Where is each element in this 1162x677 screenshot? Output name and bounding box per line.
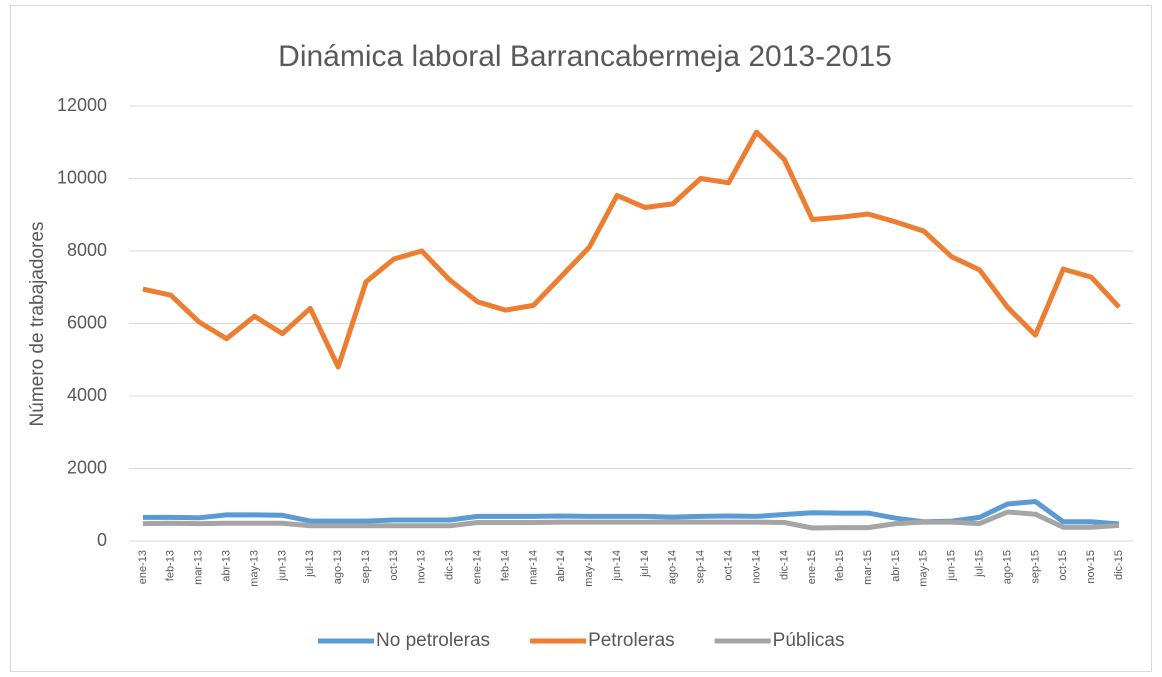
x-tick-label: dic-13 [444,550,456,580]
y-tick-label: 4000 [67,385,107,405]
x-tick-label: jul-13 [304,550,316,578]
x-tick-label: may-15 [918,550,930,587]
x-tick-label: may-14 [583,550,595,587]
legend-label: Públicas [773,630,845,651]
legend-label: Petroleras [588,630,675,651]
x-tick-label: ago-14 [667,550,679,584]
y-tick-label: 6000 [67,312,107,332]
x-tick-label: jun-14 [611,550,623,582]
x-tick-label: mar-13 [193,550,205,585]
legend-label: No petroleras [376,630,490,651]
x-tick-label: ene-14 [472,550,484,584]
x-tick-label: abr-13 [221,550,233,582]
x-tick-label: feb-15 [834,550,846,581]
x-tick-label: ago-15 [1001,550,1013,584]
series-line [142,129,1121,370]
x-tick-label: dic-14 [778,550,790,580]
x-tick-label: ene-15 [806,550,818,584]
x-tick-label: mar-14 [527,550,539,585]
x-tick-label: sep-13 [360,550,372,584]
x-tick-label: dic-15 [1113,550,1125,580]
x-tick-label: nov-14 [750,550,762,584]
x-tick-label: nov-13 [416,550,428,584]
y-axis-label: Número de trabajadores [27,222,48,427]
x-tick-label: ago-13 [332,550,344,584]
x-tick-label: may-13 [248,550,260,587]
y-tick-label: 0 [97,530,107,550]
x-tick-label: feb-14 [499,550,511,581]
x-tick-label: oct-15 [1057,550,1069,581]
y-tick-label: 8000 [67,240,107,260]
x-tick-label: oct-14 [723,550,735,581]
chart-title: Dinámica laboral Barrancabermeja 2013-20… [278,40,892,73]
x-tick-label: feb-13 [165,550,177,581]
x-tick-label: abr-15 [890,550,902,582]
x-tick-label: sep-15 [1029,550,1041,584]
x-tick-label: sep-14 [695,550,707,584]
x-tick-label: mar-15 [862,550,874,585]
x-tick-label: ene-13 [137,550,149,584]
x-tick-label: abr-14 [555,550,567,582]
series-line [142,509,1120,531]
x-tick-label: nov-15 [1085,550,1097,584]
x-tick-label: jun-15 [946,550,958,582]
x-tick-label: jul-15 [974,550,986,578]
y-tick-label: 2000 [67,457,107,477]
chart-border [10,5,1152,672]
y-tick-label: 12000 [57,95,107,115]
y-tick-label: 10000 [57,167,107,187]
x-tick-label: jun-13 [276,550,288,582]
x-tick-label: jul-14 [639,550,651,578]
x-tick-label: oct-13 [388,550,400,581]
